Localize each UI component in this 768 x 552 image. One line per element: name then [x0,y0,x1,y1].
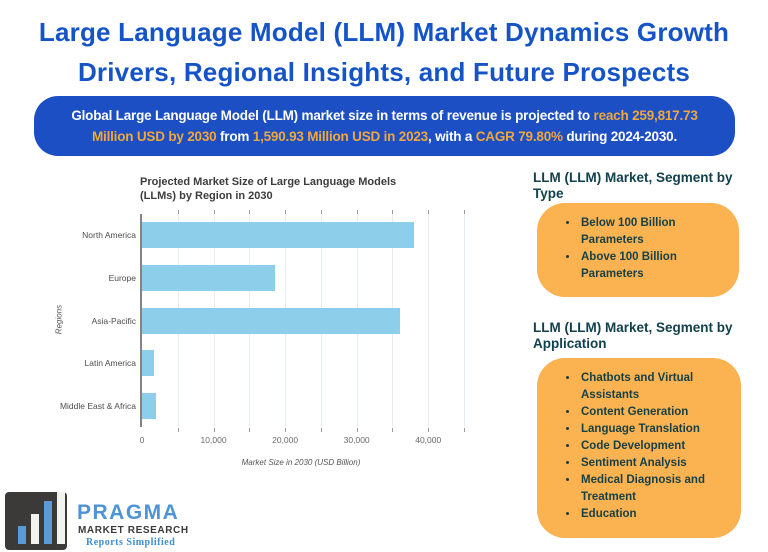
gridline [428,214,430,427]
axis-tick [428,428,430,432]
x-tick-label: 30,000 [343,435,370,445]
axis-tick [285,428,287,432]
bar-chart-icon [5,492,67,550]
market-summary-banner: Global Large Language Model (LLM) market… [34,96,735,156]
banner-segment: from [216,129,253,144]
category-label: Middle East & Africa [59,400,136,411]
x-tick-label: 20,000 [272,435,299,445]
bar-chart-icon-bar [57,492,65,544]
x-tick-label: 40,000 [415,435,442,445]
segment-item: Medical Diagnosis and Treatment [579,472,735,506]
axis-tick [249,210,251,214]
banner-segment: Global Large Language Model (LLM) market… [71,108,594,123]
x-tick-label: 10,000 [200,435,227,445]
axis-tick [464,210,465,214]
segment-item: Content Generation [579,404,735,421]
segment-item: Chatbots and Virtual Assistants [579,370,735,404]
axis-tick [392,210,394,214]
chart-title: Projected Market Size of Large Language … [140,175,420,203]
page-title: Large Language Model (LLM) Market Dynami… [0,12,768,92]
chart-title-line2: (LLMs) by Region in 2030 [140,190,273,202]
segment-item: Language Translation [579,421,735,438]
axis-tick [392,428,394,432]
logo-name: PRAGMA [77,501,180,524]
axis-tick [177,428,179,432]
segment-application-heading: LLM (LLM) Market, Segment by Application [533,320,733,351]
axis-tick [320,210,322,214]
axis-tick [464,428,465,432]
chart-title-line1: Projected Market Size of Large Language … [140,176,397,188]
bar-chart-icon-bar [18,526,26,544]
logo-subtitle: MARKET RESEARCH [78,525,189,536]
segment-item: Education [579,506,735,523]
segment-type-box: Below 100 Billion Parameters Above 100 B… [537,203,739,297]
page-title-line2: Drivers, Regional Insights, and Future P… [77,57,691,87]
category-label: Europe [108,272,136,283]
segment-item: Above 100 Billion Parameters [579,249,733,283]
segment-item: Below 100 Billion Parameters [579,215,733,249]
bar [142,264,276,291]
segment-type-heading: LLM (LLM) Market, Segment by Type [533,170,733,201]
bar [142,350,155,377]
bar-chart-icon-bar [44,501,52,544]
banner-segment: during 2024-2030. [562,129,678,144]
axis-tick [320,428,322,432]
axis-tick [285,210,287,214]
bar-chart-icon-bar [31,514,39,544]
segment-item: Sentiment Analysis [579,455,735,472]
banner-segment: , with a [428,129,476,144]
logo-tagline: Reports Simplified [86,537,176,548]
bar [142,222,414,249]
segment-type-list: Below 100 Billion Parameters Above 100 B… [537,203,739,283]
axis-tick [213,428,215,432]
axis-tick [213,210,215,214]
banner-segment-highlight: CAGR 79.80% [475,129,563,144]
axis-tick [249,428,251,432]
page-title-line1: Large Language Model (LLM) Market Dynami… [38,17,730,47]
gridline [464,214,465,427]
axis-tick [356,428,358,432]
bar-chart: Projected Market Size of Large Language … [55,168,485,480]
pragma-logo: PRAGMA MARKET RESEARCH Reports Simplifie… [0,488,300,552]
category-label: North America [82,230,136,241]
x-tick-label: 0 [139,435,145,445]
axis-tick [177,210,179,214]
x-axis-label: Market Size in 2030 (USD Billion) [241,458,361,467]
axis-tick [428,210,430,214]
axis-tick [356,210,358,214]
bar [142,392,156,419]
segment-application-list: Chatbots and Virtual Assistants Content … [537,358,741,523]
plot-area: 0 10,000 20,000 30,000 40,000 North America Eu… [60,210,465,445]
bar [142,307,400,334]
category-label: Asia-Pacific [91,315,136,326]
segment-item: Code Development [579,438,735,455]
category-label: Latin America [84,358,137,369]
banner-segment-highlight: reach 259,817.73 Million USD by 2030 [91,108,698,144]
segment-application-box: Chatbots and Virtual Assistants Content … [537,358,741,538]
banner-segment-highlight: 1,590.93 Million USD in 2023 [252,129,428,144]
